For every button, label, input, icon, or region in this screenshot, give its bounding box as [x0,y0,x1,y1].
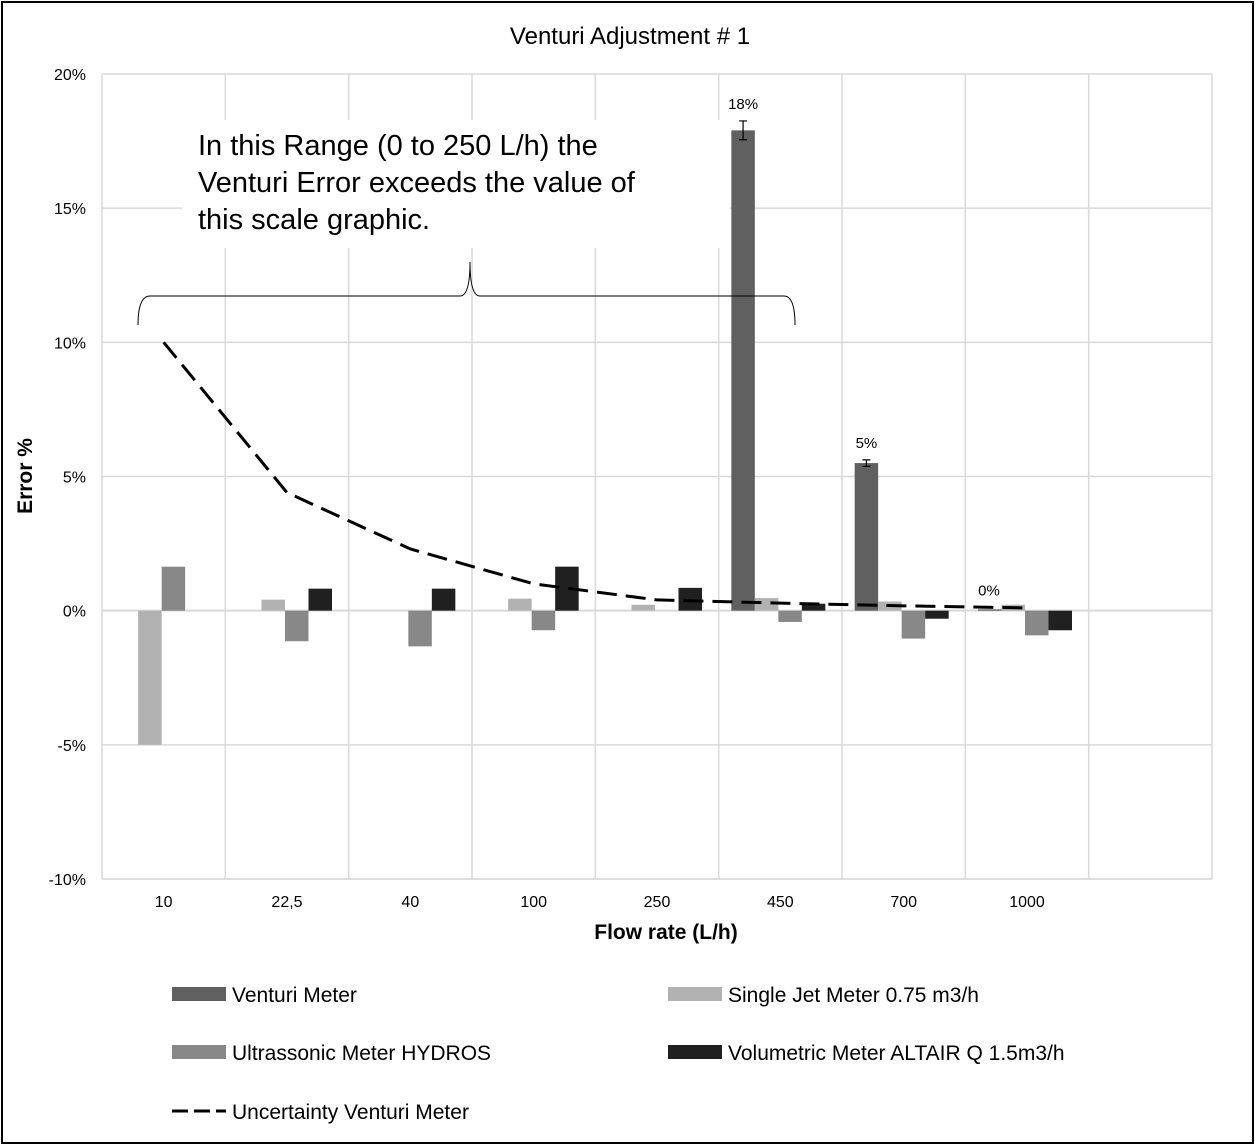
bar [138,610,162,745]
bar [731,130,755,611]
bar [778,610,802,622]
chart-title: Venturi Adjustment # 1 [510,23,750,50]
data-label: 18% [728,96,758,113]
y-tick-label: 5% [63,470,86,487]
y-tick-label: 10% [54,335,86,352]
y-tick-label: -10% [49,872,86,889]
tick-labels: -10% -5% 0% 5% 10% 15% 20% 10 22,5 40 100 250 450 700… [49,67,1045,911]
legend-label: Venturi Meter [232,984,357,1007]
uncertainty-line [162,341,1028,610]
bar [978,609,1002,611]
bar [801,603,826,611]
legend-swatch [172,987,226,1001]
legend-label: Ultrassonic Meter HYDROS [232,1042,491,1065]
bar [678,587,702,611]
data-label: 0% [978,583,1000,600]
x-tick-label: 22,5 [271,894,302,911]
range-brace [137,261,796,326]
bar [431,588,456,611]
legend-label: Volumetric Meter ALTAIR Q 1.5m3/h [728,1042,1065,1065]
x-tick-label: 450 [767,894,794,911]
bar [925,610,949,619]
legend-swatch [668,1045,722,1059]
bar [308,588,332,611]
y-tick-label: 15% [54,201,86,218]
y-axis-label: Error % [14,438,37,514]
uncertainty-line-path [162,341,1028,610]
legend-swatch [668,987,722,1001]
x-axis-label: Flow rate (L/h) [594,921,738,944]
x-tick-label: 250 [644,894,671,911]
error-bar [739,120,748,141]
bar [285,610,309,642]
bar [854,463,879,611]
annotation-line: Venturi Error exceeds the value of [198,167,636,199]
bar [408,610,432,647]
y-tick-label: 20% [54,67,86,84]
bar [631,604,655,611]
annotation-line: this scale graphic. [198,204,430,236]
x-tick-label: 700 [890,894,917,911]
y-tick-label: 0% [63,604,86,621]
y-tick-label: -5% [58,738,86,755]
bar [901,610,926,639]
legend: Venturi Meter Single Jet Meter 0.75 m3/h U… [172,984,1065,1124]
legend-label: Uncertainty Venturi Meter [232,1101,469,1124]
data-label: 5% [856,435,878,452]
bar [161,566,186,611]
bar [1025,610,1049,636]
bar [531,610,556,631]
bar [1048,610,1072,631]
bar [555,566,579,611]
x-tick-label: 1000 [1009,894,1045,911]
x-tick-label: 100 [520,894,547,911]
x-tick-label: 40 [401,894,419,911]
legend-swatch [172,1045,226,1059]
annotation-line: In this Range (0 to 250 L/h) the [198,130,598,162]
annotation-box [182,120,730,248]
annotation: In this Range (0 to 250 L/h) the Venturi… [137,120,796,326]
bar [261,599,285,611]
bar [508,598,532,611]
error-bar [862,459,871,467]
legend-label: Single Jet Meter 0.75 m3/h [728,984,979,1007]
x-tick-label: 10 [155,894,173,911]
